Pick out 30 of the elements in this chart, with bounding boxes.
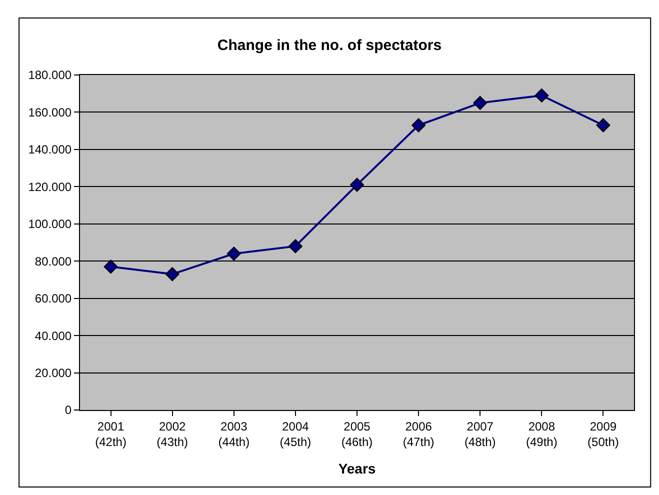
x-tick-label: 2008 (49th) — [526, 419, 558, 449]
x-tick-label: 2006 (47th) — [402, 419, 434, 449]
x-tick-label: 2001 (42th) — [95, 419, 126, 449]
y-tick-label: 80.000 — [34, 254, 72, 268]
point — [104, 260, 118, 274]
x-tick-label: 2004 (45th) — [280, 419, 312, 449]
point — [165, 267, 180, 282]
x-tick-label: 2005 (46th) — [341, 419, 373, 449]
y-tick-label: 20.000 — [34, 366, 72, 380]
x-axis-title: Years — [338, 460, 376, 476]
y-tick-label: 0 — [64, 403, 72, 418]
point — [350, 178, 364, 192]
point — [412, 118, 426, 132]
point — [534, 88, 549, 102]
y-tick-label: 40.000 — [34, 328, 72, 343]
y-tick-label: 60.000 — [34, 292, 72, 306]
point — [473, 96, 488, 110]
x-tick-label: 2009 (50th) — [588, 419, 619, 449]
x-tick-label: 2003 (44th) — [218, 419, 250, 449]
point — [288, 239, 302, 254]
y-tick-label: 160.000 — [28, 105, 72, 120]
point — [226, 246, 241, 261]
x-tick-label: 2002 (43th) — [156, 419, 188, 449]
point — [596, 118, 610, 132]
chart-title: Change in the no. of spectators — [217, 37, 442, 54]
y-tick-label: 140.000 — [28, 142, 72, 157]
x-tick-label: 2007 (48th) — [464, 419, 496, 449]
y-tick-label: 120.000 — [28, 180, 72, 194]
y-tick-label: 180.000 — [28, 68, 72, 82]
y-tick-label: 100.000 — [28, 217, 72, 232]
